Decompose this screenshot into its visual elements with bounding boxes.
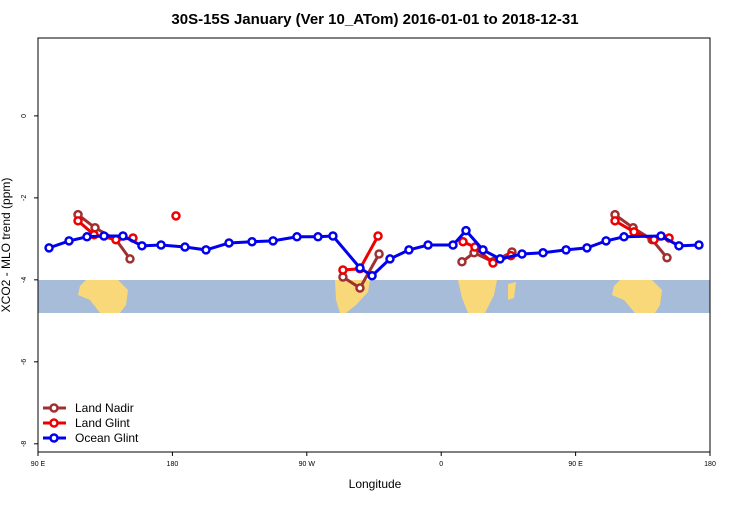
data-point — [44, 243, 54, 253]
data-point — [495, 254, 505, 264]
data-point — [292, 232, 302, 242]
y-axis-label: XCO2 - MLO trend (ppm) — [0, 178, 13, 313]
data-point — [461, 225, 471, 236]
data-point — [355, 263, 365, 273]
data-point — [268, 236, 278, 246]
map-land — [508, 282, 516, 300]
data-point — [385, 254, 395, 264]
data-point — [561, 245, 571, 255]
data-point — [125, 254, 135, 264]
y-tick-label: -2 — [21, 195, 28, 201]
data-point — [423, 240, 433, 250]
legend-label: Land Glint — [75, 416, 130, 430]
data-point — [470, 242, 480, 252]
data-point — [355, 283, 365, 293]
legend-marker — [49, 418, 59, 428]
data-point — [338, 265, 348, 275]
y-tick-label: -8 — [21, 441, 28, 447]
x-tick-label: 180 — [167, 461, 179, 468]
x-tick-label: 0 — [439, 461, 443, 468]
legend-label: Land Nadir — [75, 401, 134, 415]
data-point — [99, 231, 109, 241]
data-point — [457, 257, 467, 267]
data-point — [367, 270, 377, 281]
data-point — [458, 236, 468, 247]
data-point — [610, 216, 620, 226]
data-point — [313, 232, 323, 242]
y-tick-label: -6 — [21, 359, 28, 365]
data-point — [674, 241, 684, 251]
data-point — [629, 227, 639, 237]
x-tick-label: 90 E — [31, 461, 46, 468]
data-point — [180, 242, 190, 252]
data-point — [404, 245, 414, 255]
legend-marker — [49, 403, 59, 413]
x-tick-label: 90 W — [299, 461, 316, 468]
data-point — [247, 236, 257, 247]
map-strip — [38, 280, 710, 313]
x-axis-label: Longitude — [349, 477, 402, 491]
data-point — [601, 236, 611, 246]
data-point — [137, 241, 147, 251]
map-ocean — [38, 280, 710, 313]
data-point — [82, 232, 92, 242]
map-land — [78, 280, 128, 313]
x-tick-label: 180 — [704, 461, 716, 468]
data-point — [538, 248, 548, 258]
data-point — [118, 231, 128, 241]
data-point — [171, 211, 181, 221]
data-point — [619, 232, 629, 242]
legend-marker — [49, 433, 59, 443]
y-tick-label: -4 — [21, 277, 28, 283]
data-point — [488, 258, 498, 268]
data-point — [201, 245, 211, 255]
data-point — [517, 249, 527, 259]
data-point — [656, 231, 666, 241]
data-point — [373, 231, 383, 241]
map-land — [612, 280, 662, 313]
x-tick-label: 90 E — [568, 461, 583, 468]
data-point — [374, 249, 384, 259]
y-tick-label: 0 — [21, 114, 28, 118]
data-point — [662, 252, 672, 263]
data-point — [694, 240, 704, 250]
data-point — [224, 238, 234, 248]
data-point — [582, 243, 592, 253]
data-point — [73, 216, 83, 226]
plot-frame — [37, 37, 711, 453]
data-point — [64, 236, 74, 246]
data-point — [156, 240, 166, 250]
map-land — [458, 280, 497, 313]
chart-title: 30S-15S January (Ver 10_ATom) 2016-01-01… — [171, 11, 578, 28]
data-point — [478, 245, 488, 255]
legend-label: Ocean Glint — [75, 431, 139, 445]
data-point — [328, 231, 338, 241]
data-point — [448, 240, 458, 250]
